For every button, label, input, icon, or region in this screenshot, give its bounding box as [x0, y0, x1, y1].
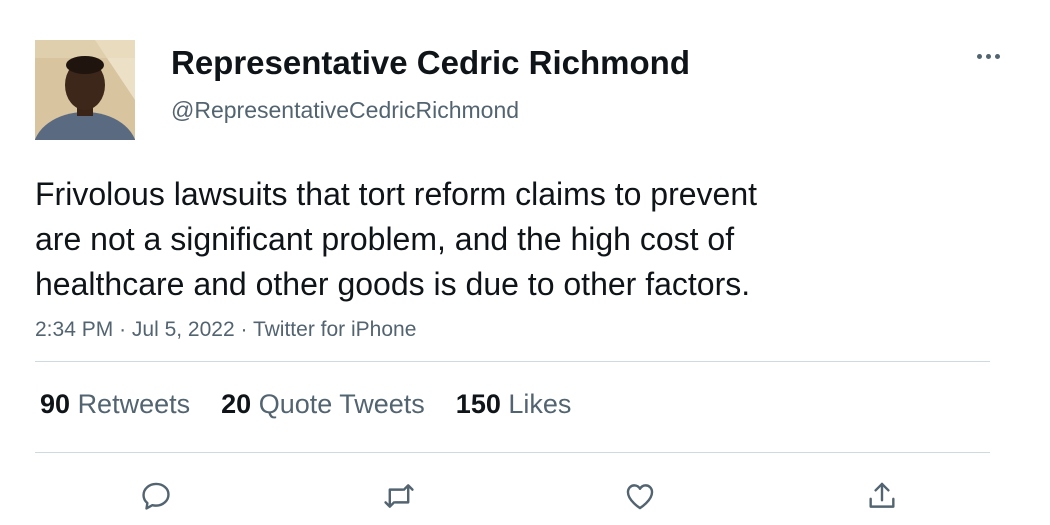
likes-count: 150: [455, 389, 501, 419]
meta-separator: ·: [240, 318, 248, 341]
retweet-icon: [384, 484, 414, 508]
tweet-text: Frivolous lawsuits that tort reform clai…: [35, 172, 895, 307]
author-display-name[interactable]: Representative Cedric Richmond: [171, 44, 690, 81]
tweet-text-line: healthcare and other goods is due to oth…: [35, 266, 751, 302]
share-icon: [869, 482, 895, 508]
tweet-date[interactable]: Jul 5, 2022: [131, 318, 235, 341]
tweet-meta: 2:34 PM · Jul 5, 2022 · Twitter for iPho…: [35, 316, 416, 344]
meta-separator: ·: [119, 318, 127, 341]
heart-icon: [626, 484, 654, 510]
share-button[interactable]: [860, 474, 904, 518]
engagement-stats: 90 Retweets 20 Quote Tweets 150 Likes: [40, 386, 571, 422]
tweet-time[interactable]: 2:34 PM: [35, 318, 114, 341]
retweets-stat[interactable]: 90 Retweets: [40, 386, 190, 422]
likes-label: Likes: [508, 389, 572, 419]
retweet-button[interactable]: [377, 474, 421, 518]
action-bar: [0, 470, 1050, 520]
author-handle[interactable]: @RepresentativeCedricRichmond: [171, 97, 520, 123]
quote-tweets-count: 20: [221, 389, 252, 419]
quote-tweets-stat[interactable]: 20 Quote Tweets: [221, 386, 425, 422]
divider: [35, 452, 990, 453]
reply-button[interactable]: [134, 474, 178, 518]
more-icon[interactable]: [968, 42, 1008, 70]
likes-stat[interactable]: 150 Likes: [456, 386, 572, 422]
divider: [35, 361, 990, 362]
quote-tweets-label: Quote Tweets: [258, 389, 425, 419]
like-button[interactable]: [618, 474, 662, 518]
tweet-text-line: Frivolous lawsuits that tort reform clai…: [35, 176, 758, 212]
tweet-source[interactable]: Twitter for iPhone: [252, 318, 417, 341]
avatar[interactable]: [35, 40, 135, 140]
reply-icon: [142, 482, 170, 510]
tweet-text-line: are not a significant problem, and the h…: [35, 221, 735, 257]
avatar-image: [35, 40, 135, 140]
retweets-label: Retweets: [77, 389, 191, 419]
retweets-count: 90: [40, 389, 71, 419]
